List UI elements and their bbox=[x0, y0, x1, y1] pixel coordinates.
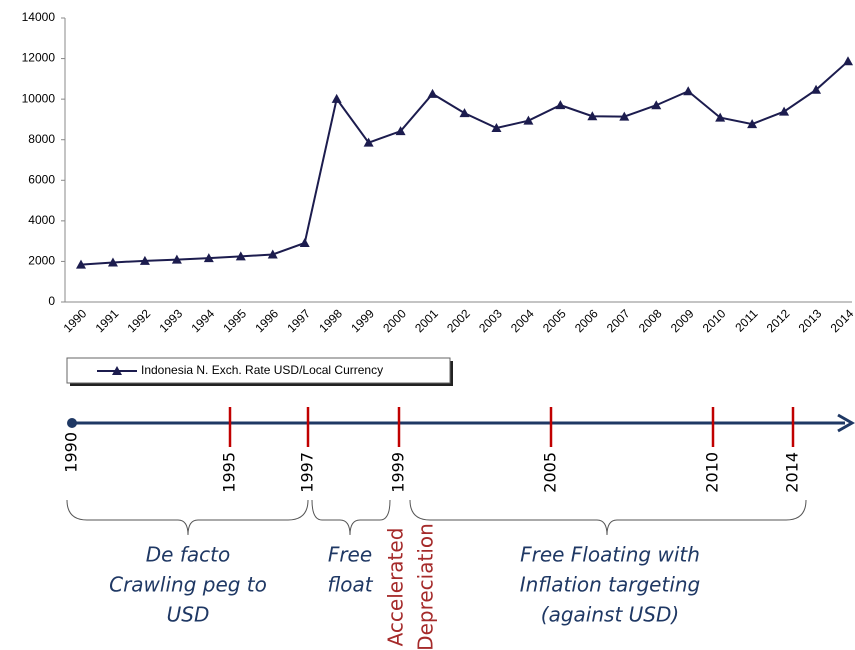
y-tick-label: 2000 bbox=[28, 254, 55, 268]
point bbox=[139, 255, 150, 265]
point bbox=[747, 119, 758, 129]
point bbox=[491, 123, 502, 133]
x-tick-label: 2009 bbox=[668, 306, 697, 335]
x-tick-label: 2007 bbox=[604, 306, 633, 335]
point bbox=[651, 100, 662, 110]
x-tick-label: 1999 bbox=[348, 306, 377, 335]
brace bbox=[66, 499, 309, 536]
period-label: Free Floating with bbox=[520, 543, 700, 567]
point bbox=[427, 88, 438, 98]
x-tick-label: 2014 bbox=[828, 306, 855, 335]
point bbox=[843, 56, 853, 66]
point bbox=[203, 253, 214, 263]
series-line bbox=[80, 60, 849, 266]
legend-label: Indonesia N. Exch. Rate USD/Local Curren… bbox=[141, 363, 383, 377]
point bbox=[331, 93, 342, 103]
y-tick-label: 0 bbox=[48, 294, 55, 308]
period-label: (against USD) bbox=[541, 603, 679, 627]
period-label: USD bbox=[167, 603, 210, 627]
brace bbox=[311, 499, 391, 536]
point bbox=[779, 106, 790, 116]
x-tick-label: 2003 bbox=[476, 306, 505, 335]
x-tick-label: 2004 bbox=[508, 306, 537, 335]
point bbox=[459, 108, 470, 118]
timeline-year: 2014 bbox=[783, 452, 802, 493]
timeline-year: 2005 bbox=[541, 452, 560, 493]
point bbox=[299, 237, 310, 247]
x-tick-label: 2008 bbox=[636, 306, 665, 335]
point bbox=[523, 115, 534, 125]
x-tick-label: 1992 bbox=[124, 306, 153, 335]
x-tick-label: 1994 bbox=[188, 306, 217, 335]
x-tick-label: 2011 bbox=[732, 306, 760, 334]
timeline-arrow bbox=[837, 413, 855, 433]
x-tick-label: 1996 bbox=[252, 306, 281, 335]
point bbox=[395, 126, 406, 136]
y-tick-label: 12000 bbox=[22, 51, 56, 65]
x-tick-label: 2002 bbox=[444, 306, 473, 335]
point bbox=[555, 100, 566, 110]
period-label: float bbox=[327, 573, 373, 597]
timeline-year: 1999 bbox=[389, 452, 408, 493]
x-tick-label: 2001 bbox=[412, 306, 441, 335]
legend-marker bbox=[112, 366, 122, 375]
y-tick-label: 8000 bbox=[28, 132, 55, 146]
timeline-year: 2010 bbox=[703, 452, 722, 493]
x-tick-label: 2006 bbox=[572, 306, 601, 335]
point bbox=[587, 111, 598, 121]
y-tick-label: 14000 bbox=[22, 10, 56, 24]
x-tick-label: 2012 bbox=[764, 306, 793, 335]
period-label: Accelerated bbox=[384, 528, 408, 647]
x-tick-label: 2000 bbox=[380, 306, 409, 335]
point bbox=[619, 111, 630, 121]
point bbox=[811, 84, 822, 94]
brace bbox=[409, 499, 807, 536]
period-label: Inflation targeting bbox=[520, 573, 701, 597]
x-tick-label: 1993 bbox=[156, 306, 185, 335]
timeline-year: 1995 bbox=[220, 452, 239, 493]
x-tick-label: 2010 bbox=[700, 306, 729, 335]
point bbox=[363, 137, 374, 147]
x-tick-label: 1997 bbox=[284, 306, 313, 335]
timeline-year: 1997 bbox=[298, 452, 317, 493]
x-tick-label: 2005 bbox=[540, 306, 569, 335]
period-label: De facto bbox=[146, 543, 230, 567]
period-label: Depreciation bbox=[414, 523, 438, 650]
point bbox=[683, 86, 694, 96]
period-label: Crawling peg to bbox=[109, 573, 267, 597]
point bbox=[76, 259, 86, 269]
point bbox=[107, 257, 118, 267]
x-tick-label: 1990 bbox=[61, 306, 90, 335]
x-tick-label: 1998 bbox=[316, 306, 345, 335]
y-tick-label: 10000 bbox=[22, 91, 56, 105]
timeline-start bbox=[67, 418, 77, 428]
period-label: Free bbox=[328, 543, 372, 567]
timeline bbox=[66, 413, 855, 536]
point bbox=[235, 251, 246, 261]
x-tick-label: 1995 bbox=[220, 306, 249, 335]
point bbox=[715, 112, 726, 122]
timeline-year: 1990 bbox=[62, 432, 81, 473]
x-tick-label: 1991 bbox=[93, 306, 122, 335]
point bbox=[267, 249, 278, 259]
point bbox=[171, 254, 182, 264]
x-tick-label: 2013 bbox=[796, 306, 825, 335]
y-tick-label: 6000 bbox=[28, 172, 55, 186]
y-tick-label: 4000 bbox=[28, 213, 55, 227]
